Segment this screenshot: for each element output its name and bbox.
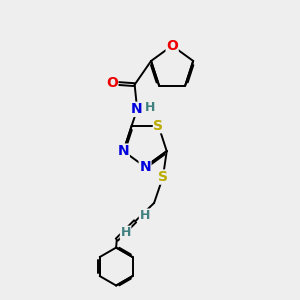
Text: N: N — [139, 160, 151, 174]
Text: S: S — [154, 119, 164, 133]
Text: H: H — [120, 226, 131, 239]
Text: H: H — [145, 101, 156, 114]
Text: N: N — [118, 144, 129, 158]
Text: O: O — [106, 76, 118, 90]
Text: S: S — [158, 170, 168, 184]
Text: O: O — [166, 39, 178, 53]
Text: H: H — [140, 209, 150, 222]
Text: N: N — [131, 102, 142, 116]
